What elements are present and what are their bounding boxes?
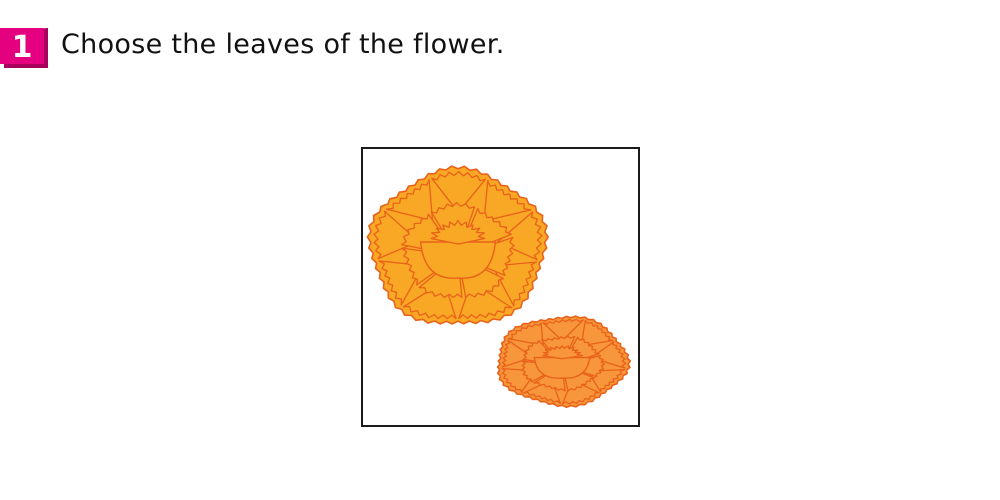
question-number-badge: 1 [0, 28, 48, 68]
badge-shape: 1 [0, 28, 48, 68]
large-carnation-icon [366, 165, 549, 325]
question-prompt: Choose the leaves of the flower. [61, 29, 505, 60]
carnation-illustration [366, 165, 632, 409]
small-carnation-icon [496, 315, 632, 409]
answer-picture-frame[interactable] [361, 147, 640, 427]
question-number: 1 [12, 30, 33, 65]
